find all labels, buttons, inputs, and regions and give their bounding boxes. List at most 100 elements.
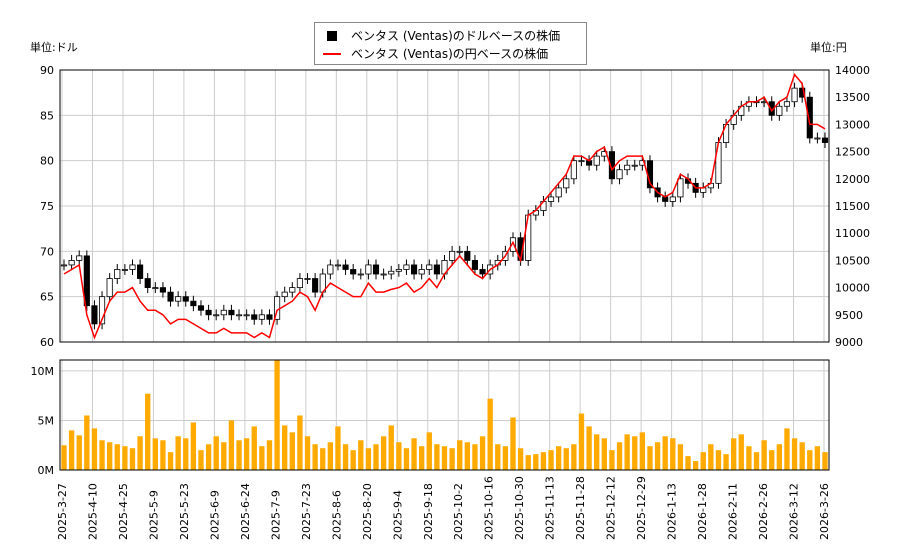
volume-bar <box>776 444 783 470</box>
volume-bar <box>99 440 105 470</box>
volume-bar <box>106 442 113 470</box>
volume-bar <box>753 452 760 470</box>
volume-bar <box>533 454 539 470</box>
x-tick-label: 2026-3-12 <box>788 483 801 540</box>
volume-bar <box>274 360 280 470</box>
right-tick-label: 12000 <box>835 173 870 186</box>
volume-bar <box>639 432 646 470</box>
left-tick-label: 90 <box>40 64 54 77</box>
right-tick-label: 10500 <box>835 254 870 267</box>
x-tick-label: 2025-5-9 <box>147 490 160 540</box>
candle <box>106 278 113 298</box>
candle <box>532 210 539 216</box>
candle <box>745 101 752 107</box>
x-tick-label: 2026-2-11 <box>727 483 740 540</box>
volume-bar <box>411 438 417 470</box>
candle <box>319 273 326 293</box>
candle <box>296 278 303 288</box>
candle <box>791 87 798 103</box>
candle <box>433 264 440 275</box>
candle <box>479 269 486 275</box>
candle <box>289 287 296 293</box>
volume-bar <box>213 436 219 470</box>
volume-bar <box>441 446 448 470</box>
right-tick-label: 11000 <box>835 227 870 240</box>
volume-bar <box>761 440 767 470</box>
left-tick-label: 60 <box>40 336 54 349</box>
candle <box>410 264 418 275</box>
candle <box>494 259 501 266</box>
volume-bar <box>517 448 524 470</box>
candle <box>441 259 448 275</box>
candle <box>707 182 714 189</box>
candle <box>715 142 722 184</box>
volume-bar <box>464 442 470 470</box>
volume-bar <box>601 438 607 470</box>
volume-bar <box>312 444 318 470</box>
volume-bar <box>236 440 242 470</box>
candle <box>768 101 775 116</box>
candle <box>608 151 615 180</box>
x-tick-label: 2025-6-9 <box>208 490 221 540</box>
x-tick-label: 2025-7-9 <box>269 490 282 540</box>
x-tick-label: 2025-11-28 <box>574 476 587 540</box>
volume-bar <box>122 446 128 470</box>
volume-bar <box>662 436 668 470</box>
candle <box>502 250 509 261</box>
volume-bar <box>228 420 235 470</box>
candle <box>753 101 760 104</box>
volume-bar <box>365 448 372 470</box>
candle <box>152 287 159 290</box>
candle <box>616 169 623 180</box>
volume-bar <box>609 450 615 470</box>
volume-bar <box>586 426 592 470</box>
candle <box>403 264 410 270</box>
volume-bar <box>342 444 349 470</box>
volume-bar <box>616 442 623 470</box>
left-tick-label: 85 <box>40 109 54 122</box>
x-tick-label: 2025-5-23 <box>178 483 191 540</box>
candle <box>517 237 524 261</box>
usd-legend-swatch <box>327 30 337 41</box>
candle <box>190 300 197 307</box>
volume-bar <box>91 428 98 470</box>
candle <box>68 259 75 266</box>
candle <box>137 264 144 279</box>
volume-bar <box>396 442 402 470</box>
volume-bar <box>175 436 181 470</box>
volume-tick-label: 5M <box>38 414 55 427</box>
volume-bar <box>84 415 90 470</box>
candle <box>464 250 471 261</box>
volume-bar <box>479 436 486 470</box>
left-tick-label: 75 <box>40 200 54 213</box>
candle <box>646 160 654 189</box>
volume-panel-frame <box>59 359 830 471</box>
jpy-legend-swatch <box>323 52 341 55</box>
candle <box>761 101 768 104</box>
candle <box>525 214 532 261</box>
volume-bar <box>731 438 737 470</box>
volume-bar <box>495 444 501 470</box>
candle <box>365 264 372 275</box>
x-tick-label: 2026-1-28 <box>696 483 709 540</box>
candle <box>700 187 707 193</box>
candle <box>684 178 692 184</box>
candle <box>418 269 425 275</box>
candle <box>243 314 250 317</box>
volume-bar <box>129 448 136 470</box>
volume-bar <box>502 446 509 470</box>
volume-bar <box>183 438 189 470</box>
volume-bar <box>624 434 630 470</box>
volume-bar <box>555 446 562 470</box>
x-tick-label: 2026-2-26 <box>757 483 770 540</box>
volume-bar <box>243 438 250 470</box>
price-panel-frame <box>59 69 830 343</box>
volume-bar <box>388 425 394 470</box>
candle <box>806 96 813 139</box>
candle <box>799 87 806 98</box>
candle <box>235 314 243 317</box>
volume-bar <box>259 446 265 470</box>
candle <box>129 264 136 270</box>
volume-bar <box>380 436 387 470</box>
